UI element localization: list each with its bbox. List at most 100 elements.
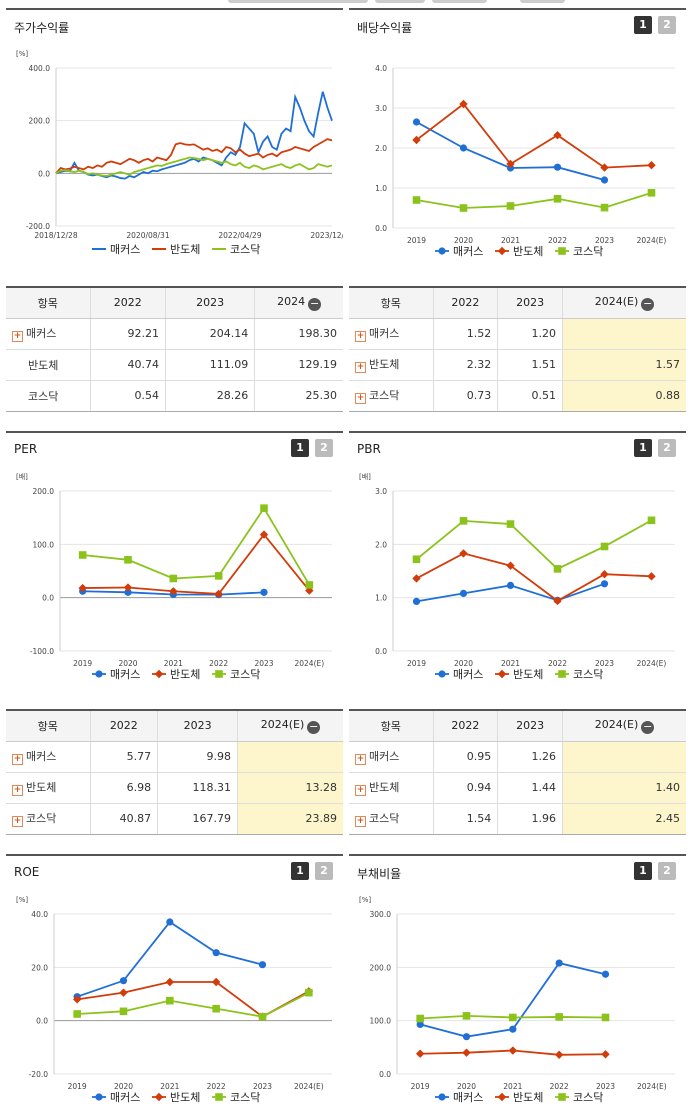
column-header: 2024− bbox=[254, 288, 343, 319]
expand-plus-icon[interactable]: + bbox=[12, 331, 23, 342]
data-point bbox=[553, 565, 562, 573]
x-tick-label: 2022 bbox=[548, 236, 567, 245]
series-line bbox=[416, 191, 652, 209]
panel-title: PER bbox=[14, 442, 38, 456]
expand-plus-icon[interactable]: + bbox=[355, 754, 366, 765]
column-header: 2022 bbox=[432, 288, 498, 319]
table-row: + 매커스 0.95 1.26 bbox=[349, 741, 686, 773]
data-point bbox=[305, 988, 313, 997]
expand-plus-icon[interactable]: + bbox=[355, 362, 366, 373]
x-tick-label: 2020 bbox=[454, 659, 473, 668]
row-label-text: 매커스 bbox=[369, 327, 400, 340]
data-point bbox=[600, 163, 609, 172]
column-header-label: 2024(E) bbox=[260, 717, 305, 731]
column-header-label: 2022 bbox=[113, 296, 142, 310]
x-tick-label: 2019 bbox=[68, 1082, 87, 1091]
expand-plus-icon[interactable]: + bbox=[12, 754, 23, 765]
series-2 bbox=[72, 977, 314, 1021]
collapse-icon[interactable]: − bbox=[641, 296, 655, 311]
y-tick-label: 0.0 bbox=[38, 169, 50, 178]
view-1-button[interactable]: 1 bbox=[634, 16, 652, 34]
x-tick-label: 2022 bbox=[209, 659, 228, 668]
x-tick-label: 2024(E) bbox=[637, 1082, 667, 1091]
x-tick-label: 2020 bbox=[454, 236, 473, 245]
y-tick-label: 2.0 bbox=[375, 540, 387, 549]
y-tick-label: 3.0 bbox=[375, 487, 387, 496]
series-3 bbox=[73, 988, 313, 1021]
data-point bbox=[601, 1050, 610, 1059]
per-table: 항목 2022 2023 2024(E) − + 매커스 5.77 9.98 + 반도체 6.98 11… bbox=[6, 709, 343, 835]
y-tick-label: 200.0 bbox=[29, 117, 51, 126]
row-label-text: 매커스 bbox=[26, 750, 57, 763]
view-2-button[interactable]: 2 bbox=[658, 16, 676, 34]
x-tick-label: 2023 bbox=[595, 659, 614, 668]
table-cell: 118.31 bbox=[157, 772, 238, 804]
row-label-text: 반도체 bbox=[369, 358, 400, 371]
expand-plus-icon[interactable]: + bbox=[12, 785, 23, 796]
collapse-icon[interactable]: − bbox=[308, 296, 322, 311]
data-point bbox=[553, 195, 562, 203]
series-2 bbox=[78, 530, 314, 599]
table-row: + 코스닥 40.87 167.79 23.89 bbox=[6, 803, 343, 835]
legend-item: 매커스 bbox=[92, 243, 140, 256]
expand-plus-icon[interactable]: + bbox=[355, 331, 366, 342]
row-label: + 반도체 bbox=[349, 349, 433, 381]
legend-marker bbox=[438, 247, 446, 255]
x-tick-label: 2021 bbox=[164, 659, 183, 668]
data-point bbox=[412, 118, 421, 126]
data-point bbox=[416, 1020, 424, 1028]
series-line bbox=[415, 519, 652, 570]
panel-title: 주가수익률 bbox=[14, 21, 70, 35]
expand-plus-icon[interactable]: + bbox=[355, 393, 366, 404]
series-line bbox=[77, 991, 310, 1018]
collapse-icon[interactable]: − bbox=[641, 719, 655, 734]
legend-marker bbox=[95, 1093, 103, 1101]
data-point bbox=[555, 1013, 563, 1021]
view-1-button[interactable]: 1 bbox=[634, 862, 652, 880]
legend-label: 반도체 bbox=[513, 668, 543, 681]
expand-plus-icon[interactable]: + bbox=[12, 816, 23, 827]
legend-item: 코스닥 bbox=[555, 245, 603, 258]
y-tick-label: 0.0 bbox=[375, 224, 387, 233]
view-1-button[interactable]: 1 bbox=[634, 439, 652, 457]
data-point bbox=[600, 570, 609, 579]
view-1-button[interactable]: 1 bbox=[291, 439, 309, 457]
table-cell bbox=[237, 741, 343, 773]
legend-label: 매커스 bbox=[110, 243, 140, 256]
y-tick-label: 0.0 bbox=[42, 594, 54, 603]
expand-plus-icon[interactable]: + bbox=[355, 816, 366, 827]
legend-marker bbox=[497, 669, 507, 679]
row-label: + 매커스 bbox=[349, 741, 433, 773]
y-tick-label: 40.0 bbox=[31, 910, 48, 919]
table-cell: 92.21 bbox=[89, 318, 166, 350]
data-point bbox=[462, 1033, 471, 1041]
data-point bbox=[459, 144, 468, 152]
expand-plus-icon[interactable]: + bbox=[355, 785, 366, 796]
column-header: 2024(E) − bbox=[562, 288, 686, 319]
row-label-text: 코스닥 bbox=[28, 389, 59, 403]
data-point bbox=[305, 581, 314, 589]
legend-label: 반도체 bbox=[513, 1091, 543, 1104]
data-point bbox=[258, 961, 267, 969]
data-point bbox=[600, 203, 609, 212]
legend-item: 반도체 bbox=[495, 245, 543, 258]
view-2-button[interactable]: 2 bbox=[658, 862, 676, 880]
series-3 bbox=[412, 189, 656, 212]
legend-marker bbox=[215, 1093, 223, 1101]
table-cell: 13.28 bbox=[237, 772, 343, 804]
series-1 bbox=[412, 118, 609, 184]
data-point bbox=[509, 1025, 517, 1033]
legend-marker bbox=[558, 1093, 566, 1101]
view-1-button[interactable]: 1 bbox=[291, 862, 309, 880]
collapse-icon[interactable]: − bbox=[307, 719, 321, 734]
y-tick-label: 0.0 bbox=[379, 1070, 391, 1079]
view-2-button[interactable]: 2 bbox=[658, 439, 676, 457]
data-point bbox=[600, 542, 609, 551]
view-2-button[interactable]: 2 bbox=[315, 439, 333, 457]
column-header-label: 2024(E) bbox=[594, 294, 639, 308]
row-label-text: 반도체 bbox=[26, 781, 57, 794]
view-2-button[interactable]: 2 bbox=[315, 862, 333, 880]
legend-item: 코스닥 bbox=[212, 668, 260, 681]
data-point bbox=[119, 977, 128, 985]
